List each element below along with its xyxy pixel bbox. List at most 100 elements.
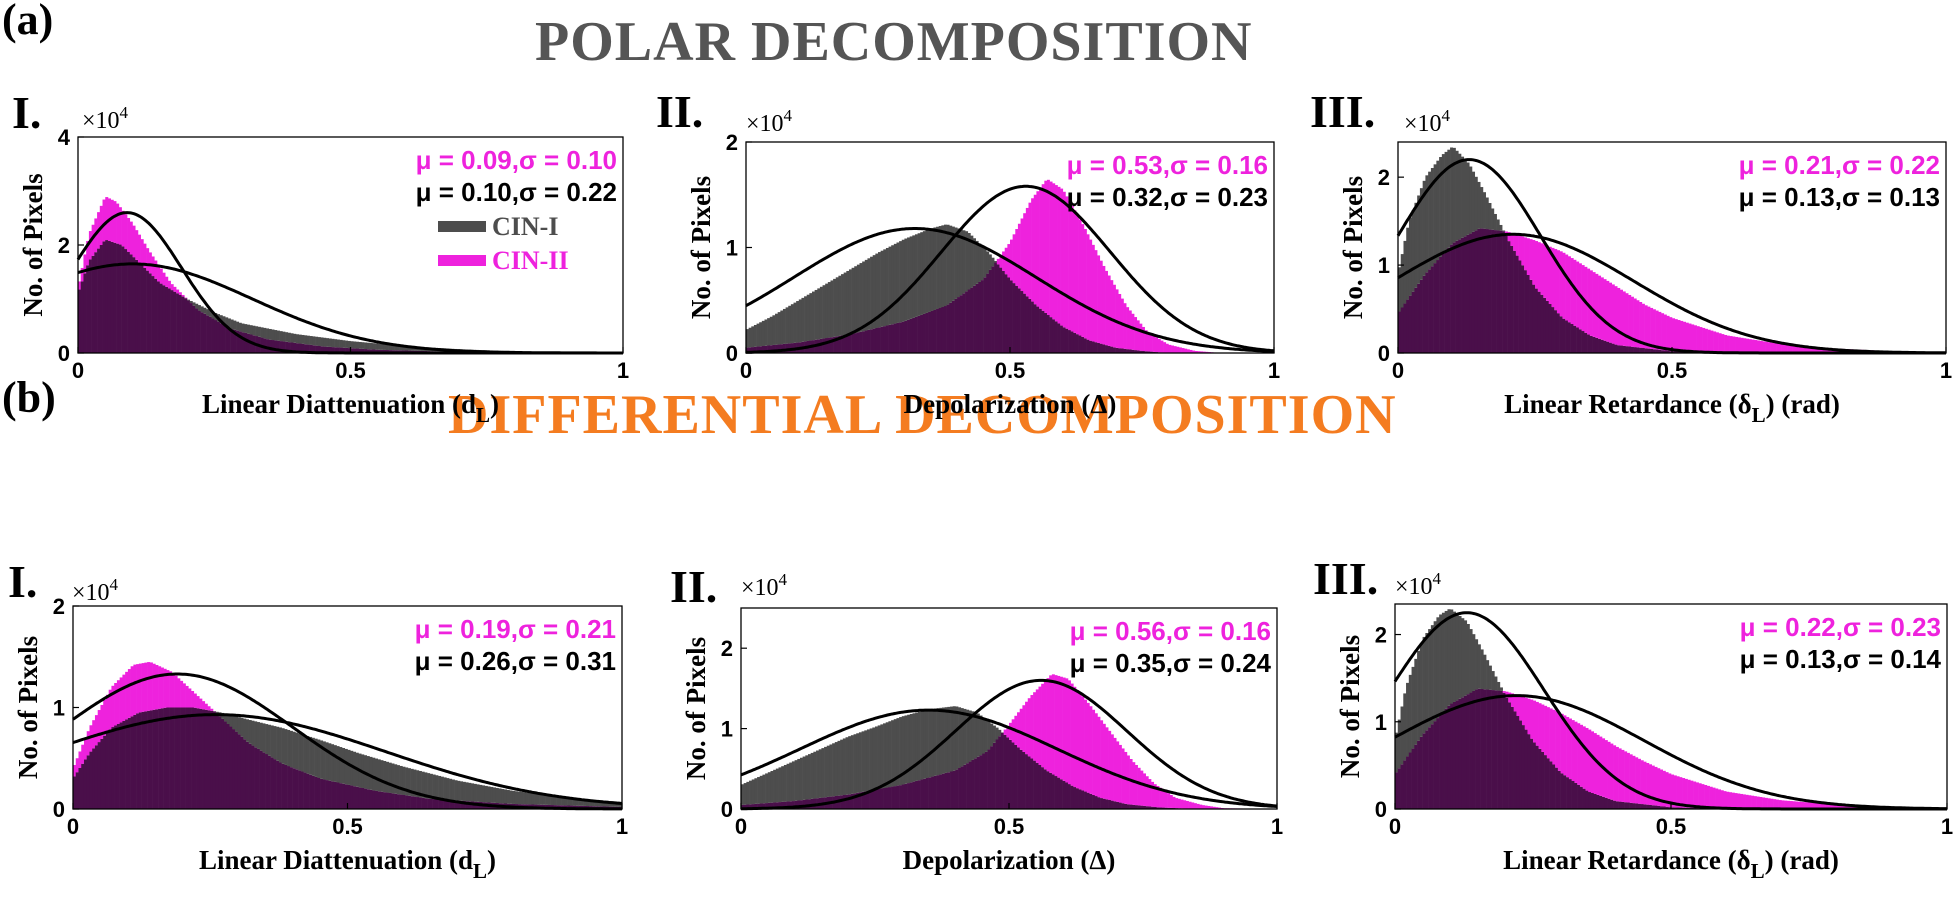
bar-overlap: [127, 251, 131, 353]
bar-overlap: [931, 776, 935, 809]
bar-cin-ii: [1702, 327, 1706, 353]
bar-cin-ii: [1134, 764, 1138, 806]
bar-overlap: [741, 804, 744, 809]
bar-overlap: [746, 347, 749, 353]
bar-overlap: [899, 785, 903, 809]
bar-overlap: [140, 265, 144, 353]
bar-cin-ii: [146, 248, 150, 271]
bar-cin-i: [402, 766, 406, 795]
bar-cin-ii: [1535, 241, 1539, 289]
bar-cin-i: [958, 707, 962, 768]
bar-cin-ii: [1661, 313, 1665, 351]
bar-overlap: [1134, 350, 1138, 353]
bar-overlap: [891, 324, 895, 353]
bar-overlap: [388, 792, 392, 809]
bar-overlap: [1126, 349, 1130, 353]
bar-overlap: [1567, 322, 1571, 353]
bar-cin-ii: [1562, 252, 1566, 319]
bar-overlap: [888, 324, 892, 353]
bar-cin-i: [1491, 671, 1495, 691]
bar-cin-i: [801, 297, 805, 342]
bar-cin-i: [877, 725, 881, 789]
bar-cin-ii: [1192, 350, 1196, 353]
bar-overlap: [1039, 308, 1042, 353]
bar-cin-i: [347, 340, 351, 349]
bar-overlap: [891, 786, 895, 809]
y-axis-label: No. of Pixels: [686, 176, 716, 319]
bar-overlap: [841, 335, 844, 353]
bar-cin-i: [1461, 156, 1465, 238]
bar-cin-i: [1488, 202, 1492, 230]
bar-cin-i: [928, 709, 932, 778]
bar-cin-ii: [996, 258, 1000, 265]
bar-cin-i: [992, 725, 996, 743]
bar-overlap: [1563, 775, 1567, 809]
bar-cin-i: [377, 343, 381, 350]
bar-overlap: [347, 348, 351, 353]
bar-overlap: [856, 332, 860, 353]
bar-overlap: [230, 329, 234, 353]
bar-cin-i: [306, 335, 310, 345]
bar-overlap: [446, 799, 450, 809]
bar-cin-ii: [1183, 800, 1187, 809]
bar-cin-i: [514, 791, 518, 805]
bar-cin-ii: [137, 234, 141, 263]
bar-cin-i: [841, 274, 844, 336]
bar-overlap: [1537, 291, 1541, 353]
bar-overlap: [97, 742, 101, 809]
bar-cin-ii: [1579, 724, 1583, 787]
bar-overlap: [1452, 701, 1457, 809]
bar-cin-ii: [184, 297, 188, 299]
bar-overlap: [135, 259, 139, 353]
bar-overlap: [1573, 325, 1577, 353]
bar-overlap: [278, 762, 282, 809]
bar-overlap: [226, 723, 230, 809]
bar-cin-i: [1441, 154, 1445, 254]
bar-overlap: [193, 707, 197, 809]
bar-overlap: [1496, 230, 1500, 353]
bar-cin-i: [248, 720, 252, 744]
bar-cin-ii: [1775, 799, 1779, 809]
bar-cin-ii: [1507, 232, 1511, 242]
bar-cin-ii: [1704, 785, 1708, 809]
bar-cin-i: [825, 283, 829, 339]
bar-overlap: [1025, 754, 1029, 809]
bar-overlap: [165, 286, 169, 353]
bar-overlap: [840, 795, 844, 809]
bar-overlap: [195, 308, 199, 353]
bar-cin-i: [746, 329, 749, 348]
bar-overlap: [1513, 250, 1517, 353]
bar-cin-i: [372, 757, 376, 791]
panel-label: III.: [1313, 553, 1378, 604]
bar-cin-i: [512, 790, 516, 804]
bar-overlap: [907, 783, 911, 809]
bar-cin-ii: [1529, 239, 1533, 280]
bar-cin-ii: [1684, 778, 1688, 808]
bar-overlap: [333, 781, 337, 809]
bar-overlap: [1025, 296, 1029, 353]
bar-overlap: [152, 709, 156, 809]
bar-cin-i: [374, 758, 378, 791]
bar-overlap: [137, 262, 141, 353]
bar-overlap: [1073, 787, 1077, 809]
bar-cin-i: [293, 333, 297, 343]
bar-cin-i: [388, 762, 392, 793]
bar-cin-i: [572, 798, 576, 806]
bar-cin-ii: [1748, 795, 1752, 809]
bar-overlap: [468, 801, 472, 809]
bar-cin-ii: [1186, 349, 1190, 353]
bar-cin-i: [994, 261, 998, 263]
bar-cin-ii: [1800, 345, 1804, 353]
bar-cin-ii: [1046, 179, 1050, 316]
bar-overlap: [1559, 316, 1563, 353]
bar-overlap: [794, 800, 798, 809]
bar-cin-i: [1400, 254, 1404, 308]
bar-overlap: [301, 343, 305, 353]
bar-overlap: [880, 326, 884, 353]
bar-cin-ii: [1091, 244, 1095, 342]
bar-cin-i: [1474, 176, 1478, 231]
bar-cin-i: [320, 337, 324, 347]
bar-cin-ii: [1724, 334, 1728, 353]
bar-cin-i: [920, 711, 924, 780]
